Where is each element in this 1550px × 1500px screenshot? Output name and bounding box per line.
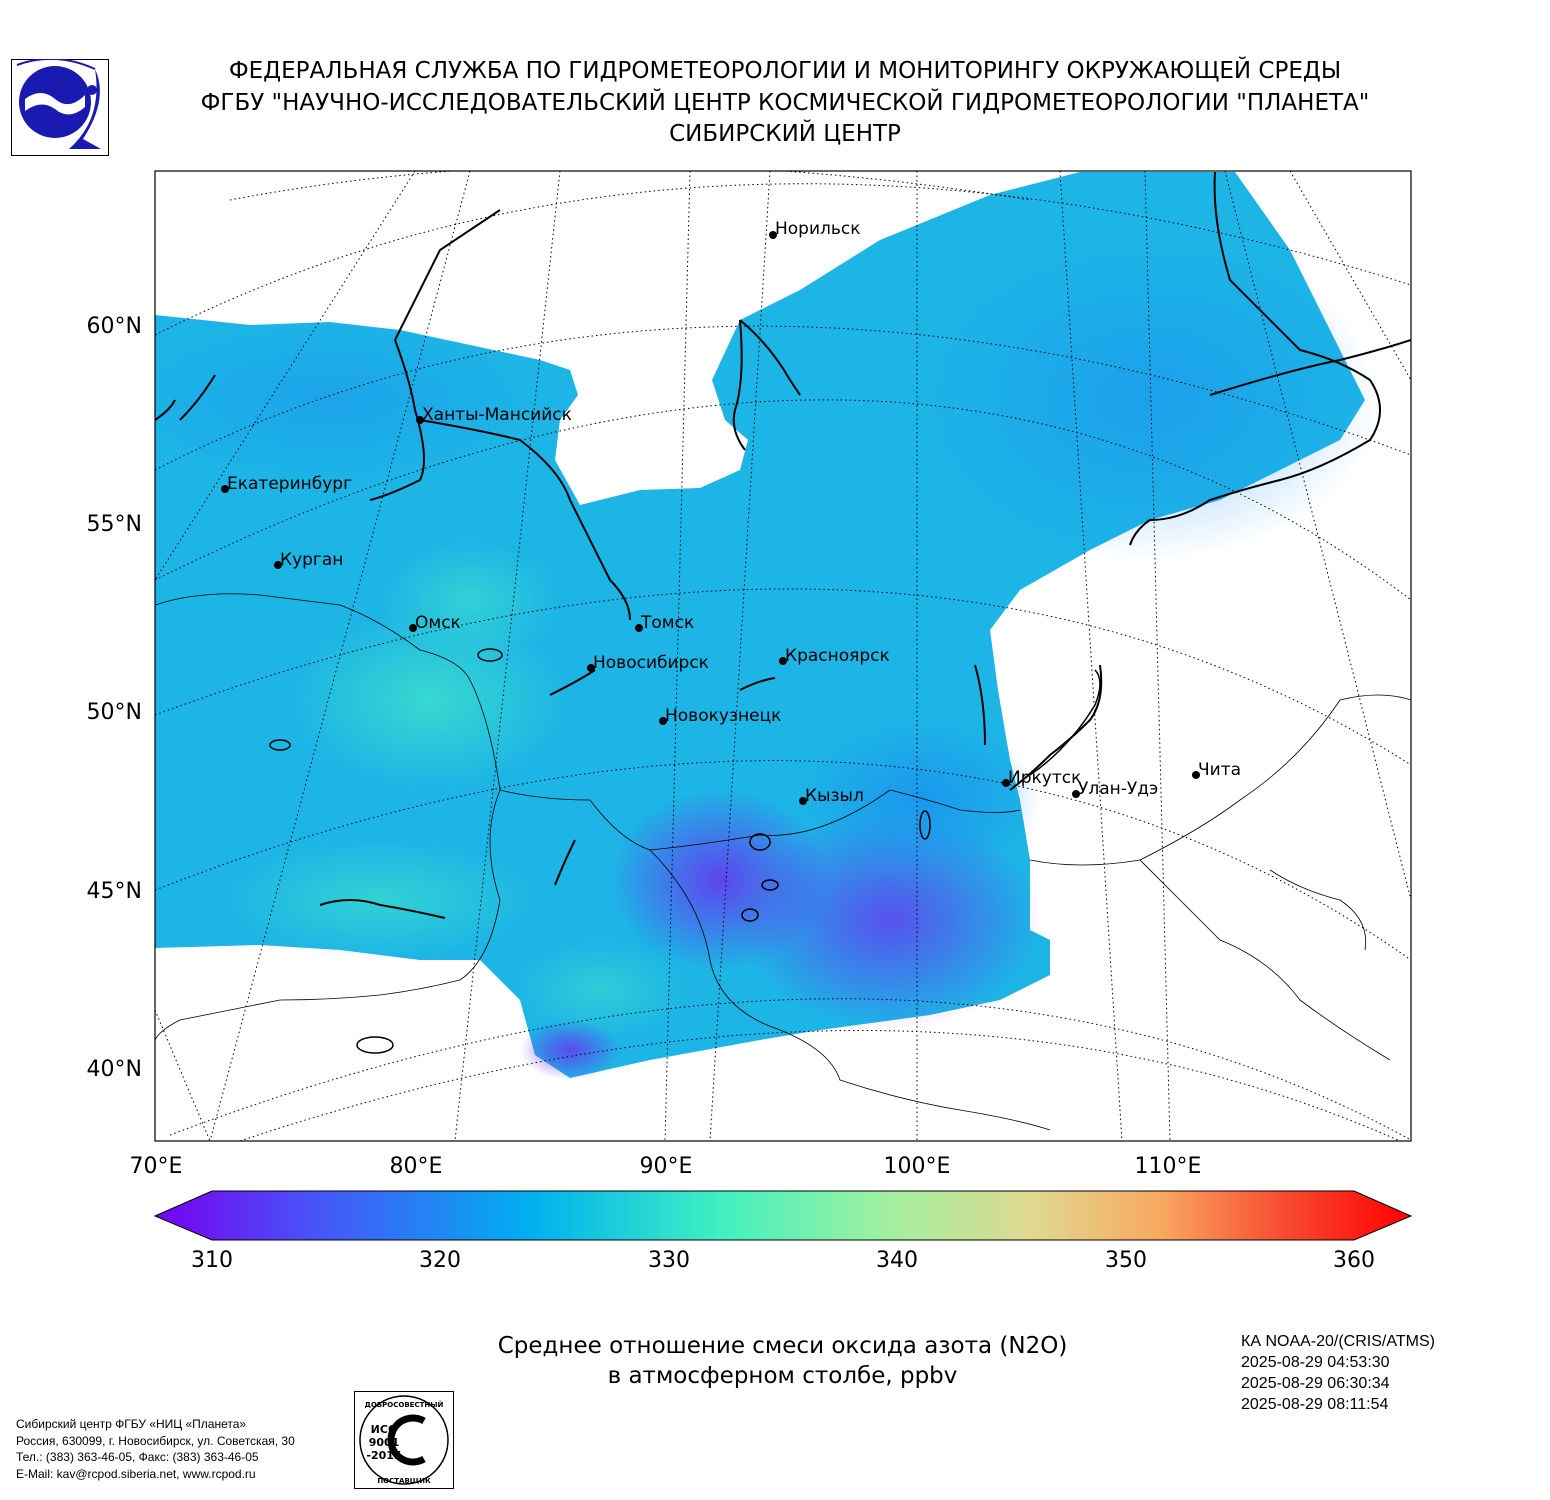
header: ФЕДЕРАЛЬНАЯ СЛУЖБА ПО ГИДРОМЕТЕОРОЛОГИИ … [140, 56, 1430, 151]
lon-label: 70°E [130, 1154, 183, 1179]
teal-region [220, 840, 540, 960]
city-kyzyl: Кызыл [799, 786, 864, 806]
city-markers: Норильск Ханты-Мансийск Екатеринбург Кур… [221, 219, 1241, 806]
lon-label: 80°E [390, 1154, 443, 1179]
city-yekaterinburg: Екатеринбург [221, 474, 352, 494]
contact-line: Сибирский центр ФГБУ «НИЦ «Планета» [16, 1417, 247, 1431]
city-label: Чита [1198, 760, 1241, 780]
iso-9001-badge: ДОБРОСОВЕСТНЫЙ ИСО 9001 -2015 ПОСТАВЩИК [354, 1391, 454, 1489]
satellite-time: 2025-08-29 04:53:30 [1241, 1354, 1390, 1371]
colorbar-tick: 360 [1333, 1248, 1375, 1273]
satellite-info: КА NOAA-20/(CRIS/ATMS) 2025-08-29 04:53:… [1241, 1331, 1435, 1415]
contact-line: Россия, 630099, г. Новосибирск, ул. Сове… [16, 1433, 295, 1448]
colorbar-tick: 340 [876, 1248, 918, 1273]
satellite-time: 2025-08-29 08:11:54 [1241, 1396, 1389, 1413]
blue-region [920, 240, 1380, 560]
city-label: Ханты-Мансийск [422, 405, 572, 425]
contact-line: E-Mail: kav@rcpod.siberia.net, www.rcpod… [16, 1466, 256, 1481]
teal-region [380, 540, 560, 660]
lon-label: 100°E [884, 1154, 951, 1179]
lat-label: 45°N [87, 879, 142, 904]
graticule [155, 171, 1411, 1141]
city-label: Курган [280, 550, 343, 570]
blue-region [800, 720, 1040, 880]
city-label: Кызыл [805, 786, 864, 806]
lakes [269, 648, 1101, 1054]
city-tomsk: Томск [635, 613, 694, 633]
city-label: Омск [415, 613, 461, 633]
iso-text: ИСО [371, 1423, 398, 1436]
city-label: Улан-Удэ [1078, 779, 1158, 799]
iso-bottom-text: ПОСТАВЩИК [377, 1477, 431, 1485]
lat-axis: 60°N 55°N 50°N 45°N 40°N [87, 314, 142, 1082]
header-line-3: СИБИРСКИЙ ЦЕНТР [669, 121, 901, 147]
city-label: Иркутск [1008, 768, 1081, 788]
city-irkutsk: Иркутск [1002, 768, 1081, 788]
contact-info: Сибирский центр ФГБУ «НИЦ «Планета» Росс… [16, 1416, 295, 1482]
caption-line-2: в атмосферном столбе, ppbv [607, 1363, 958, 1389]
purple-region [520, 1020, 620, 1080]
lon-axis: 70°E 80°E 90°E 100°E 110°E [130, 1154, 1202, 1179]
city-omsk: Омск [409, 613, 461, 633]
lat-label: 55°N [87, 512, 142, 537]
colorbar-bar [153, 1190, 1413, 1241]
contact-line: Тел.: (383) 363-46-05, Факс: (383) 363-4… [16, 1450, 259, 1464]
teal-region [510, 940, 690, 1040]
city-label: Красноярск [785, 646, 890, 666]
lat-label: 40°N [87, 1057, 142, 1082]
header-line-2: ФГБУ "НАУЧНО-ИССЛЕДОВАТЕЛЬСКИЙ ЦЕНТР КОС… [200, 89, 1370, 116]
colorbar-tick: 350 [1105, 1248, 1147, 1273]
city-label: Томск [640, 613, 694, 633]
iso-top-text: ДОБРОСОВЕСТНЫЙ [365, 1400, 444, 1409]
lon-label: 110°E [1135, 1154, 1202, 1179]
city-label: Новокузнецк [665, 706, 781, 726]
city-label: Новосибирск [593, 653, 709, 673]
colorbar-tick: 330 [648, 1248, 690, 1273]
city-kurgan: Курган [274, 550, 343, 570]
map-caption: Среднее отношение смеси оксида азота (N2… [420, 1331, 1145, 1391]
header-line-1: ФЕДЕРАЛЬНАЯ СЛУЖБА ПО ГИДРОМЕТЕОРОЛОГИИ … [228, 58, 1342, 84]
city-chita: Чита [1192, 760, 1241, 780]
city-krasnoyarsk: Красноярск [779, 646, 890, 666]
planeta-logo [11, 59, 109, 156]
caption-line-1: Среднее отношение смеси оксида азота (N2… [497, 1333, 1068, 1359]
map-area: Норильск Ханты-Мансийск Екатеринбург Кур… [155, 171, 1411, 1141]
city-ulan-ude: Улан-Удэ [1072, 779, 1158, 799]
city-novokuznetsk: Новокузнецк [659, 706, 781, 726]
lat-label: 50°N [87, 700, 142, 725]
iso-text: 9001 [369, 1436, 400, 1449]
blue-region [155, 320, 530, 480]
map-frame [154, 170, 1412, 1142]
city-norilsk: Норильск [769, 219, 861, 239]
colorbar: 310 320 330 340 350 360 [153, 1190, 1413, 1273]
city-khanty-mansiysk: Ханты-Мансийск [416, 405, 572, 425]
city-novosibirsk: Новосибирск [587, 653, 709, 673]
satellite-time: 2025-08-29 06:30:34 [1241, 1375, 1390, 1392]
colorbar-tick: 320 [419, 1248, 461, 1273]
satellite-name: КА NOAA-20/(CRIS/ATMS) [1241, 1333, 1435, 1350]
iso-text: -2015 [366, 1449, 401, 1462]
lat-label: 60°N [87, 314, 142, 339]
city-label: Норильск [775, 219, 861, 239]
colorbar-tick: 310 [191, 1248, 233, 1273]
borders [155, 593, 1411, 1131]
lon-label: 90°E [640, 1154, 693, 1179]
city-label: Екатеринбург [227, 474, 352, 494]
